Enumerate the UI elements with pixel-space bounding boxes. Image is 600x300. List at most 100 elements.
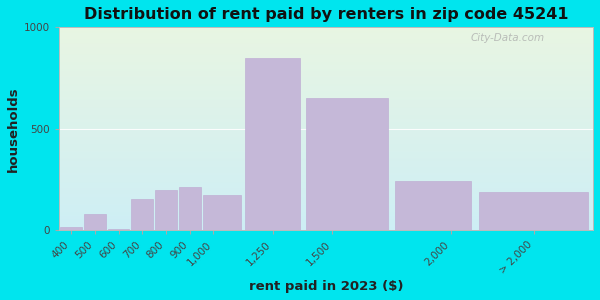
Bar	[59, 58, 593, 59]
Bar	[59, 115, 593, 116]
Bar	[59, 137, 593, 138]
Bar	[59, 199, 593, 200]
X-axis label: rent paid in 2023 ($): rent paid in 2023 ($)	[249, 280, 403, 293]
Bar	[59, 149, 593, 150]
Bar	[59, 178, 593, 180]
Bar	[59, 198, 593, 199]
Bar	[59, 167, 593, 169]
Bar	[59, 153, 593, 154]
Bar	[59, 216, 593, 217]
Bar	[59, 155, 593, 156]
Bar	[59, 48, 593, 49]
Bar	[59, 122, 593, 123]
Bar	[59, 174, 593, 175]
Bar	[306, 98, 388, 230]
Bar	[59, 117, 593, 118]
Bar	[59, 29, 593, 30]
Bar	[59, 162, 593, 164]
Bar	[59, 78, 593, 79]
Bar	[59, 217, 593, 218]
Bar	[59, 100, 593, 101]
Bar	[59, 124, 593, 125]
Bar	[59, 210, 593, 211]
Bar	[59, 61, 593, 62]
Bar	[59, 150, 593, 151]
Bar	[59, 138, 593, 139]
Bar	[59, 147, 593, 148]
Bar	[59, 99, 593, 101]
Bar	[59, 89, 593, 90]
Bar	[59, 132, 593, 133]
Bar	[203, 195, 241, 230]
Bar	[59, 213, 593, 214]
Bar	[59, 223, 593, 224]
Bar	[59, 101, 593, 102]
Bar	[59, 193, 593, 194]
Bar	[59, 70, 593, 71]
Bar	[59, 222, 593, 223]
Bar	[59, 176, 593, 177]
Bar	[59, 57, 593, 58]
Bar	[59, 177, 593, 178]
Text: City-Data.com: City-Data.com	[470, 33, 544, 43]
Bar	[59, 169, 593, 170]
Bar	[59, 128, 593, 129]
Bar	[59, 214, 593, 215]
Bar	[59, 175, 593, 176]
Bar	[59, 141, 593, 142]
Bar	[59, 106, 593, 107]
Bar	[59, 66, 593, 67]
Bar	[59, 218, 593, 219]
Bar	[59, 126, 593, 127]
Bar	[59, 140, 593, 141]
Bar	[59, 146, 593, 147]
Bar	[59, 86, 593, 87]
Bar	[59, 194, 593, 195]
Bar	[59, 31, 593, 32]
Bar	[59, 65, 593, 66]
Bar	[59, 55, 593, 56]
Bar	[59, 164, 593, 165]
Bar	[59, 95, 593, 96]
Bar	[59, 77, 593, 78]
Bar	[59, 181, 593, 182]
Bar	[59, 41, 593, 43]
Title: Distribution of rent paid by renters in zip code 45241: Distribution of rent paid by renters in …	[84, 7, 568, 22]
Bar	[59, 69, 593, 70]
Bar	[59, 92, 593, 93]
Bar	[59, 186, 593, 187]
Bar	[59, 93, 593, 94]
Bar	[59, 121, 593, 122]
Bar	[59, 103, 593, 104]
Bar	[59, 136, 593, 137]
Bar	[59, 114, 593, 115]
Bar	[59, 94, 593, 95]
Bar	[59, 60, 593, 61]
Bar	[59, 133, 593, 134]
Bar	[59, 226, 593, 227]
Bar	[59, 129, 593, 130]
Bar	[59, 139, 593, 140]
Bar	[59, 204, 593, 205]
Bar	[59, 68, 593, 69]
Bar	[59, 215, 593, 216]
Bar	[479, 192, 589, 230]
Bar	[59, 125, 593, 126]
Bar	[59, 144, 593, 145]
Bar	[59, 76, 593, 77]
Bar	[59, 207, 593, 208]
Bar	[59, 27, 593, 28]
Bar	[59, 192, 593, 193]
Bar	[84, 214, 106, 230]
Bar	[59, 51, 593, 52]
Bar	[59, 96, 593, 98]
Bar	[59, 190, 593, 191]
Bar	[59, 79, 593, 80]
Bar	[59, 84, 593, 85]
Bar	[59, 32, 593, 33]
Bar	[59, 182, 593, 183]
Bar	[59, 116, 593, 117]
Bar	[59, 152, 593, 153]
Bar	[59, 54, 593, 55]
Bar	[59, 203, 593, 204]
